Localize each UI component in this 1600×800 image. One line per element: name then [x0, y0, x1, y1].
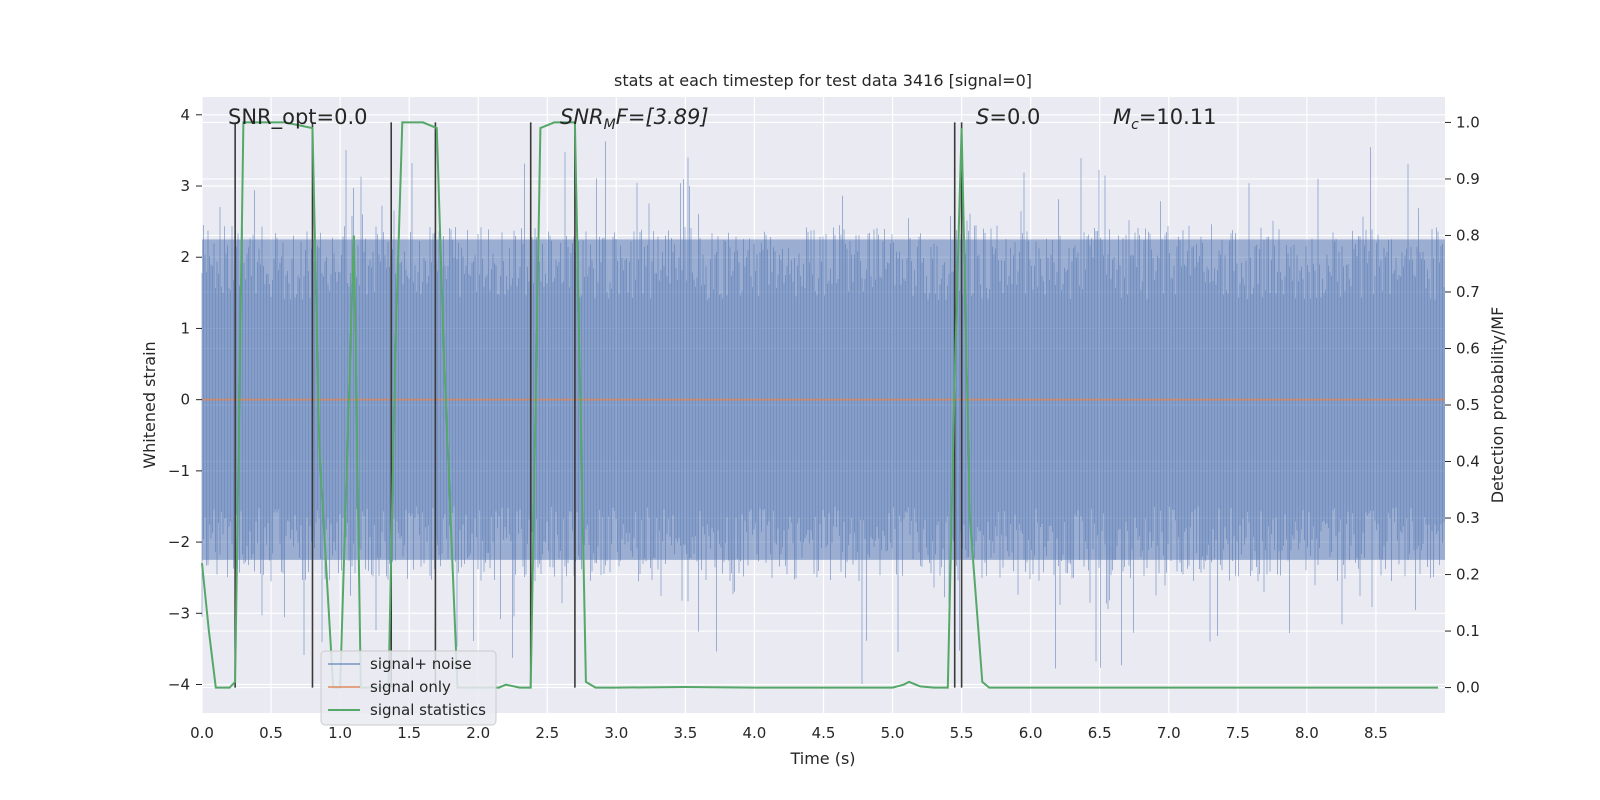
- x-tick-label: 7.0: [1157, 724, 1181, 742]
- y-tick-label-left: 2: [180, 248, 190, 266]
- y-tick-label-left: 4: [180, 106, 190, 124]
- y-tick-label-left: 3: [180, 177, 190, 195]
- x-tick-label: 8.5: [1364, 724, 1388, 742]
- legend-label-signal-only: signal only: [370, 678, 451, 696]
- x-tick-label: 8.0: [1295, 724, 1319, 742]
- x-axis-label: Time (s): [789, 749, 855, 768]
- y-tick-label-right: 0.7: [1456, 283, 1480, 301]
- x-tick-label: 5.5: [950, 724, 974, 742]
- signal-statistics-line: [201, 121, 1439, 689]
- y-tick-label-right: 0.2: [1456, 566, 1480, 584]
- y-tick-label-left: −4: [168, 676, 190, 694]
- y-tick-label-left: −2: [168, 533, 190, 551]
- legend: signal+ noise signal only signal statist…: [320, 650, 497, 726]
- x-ticks: 0.0 0.5 1.0 1.5 2.0 2.5 3.0 3.5 4.0 4.5 5.0 5.5 6.0 6…: [190, 724, 1388, 742]
- legend-label-noise: signal+ noise: [370, 655, 472, 673]
- y-tick-label-right: 0.0: [1456, 679, 1480, 697]
- y-tick-label-left: −3: [168, 604, 190, 622]
- y-axis-label-right: Detection probability/MF: [1488, 307, 1507, 504]
- y-axis-label-left: Whitened strain: [140, 341, 159, 468]
- x-tick-label: 4.0: [743, 724, 767, 742]
- y-tick-label-right: 0.4: [1456, 453, 1480, 471]
- noise-spikes: [201, 141, 1445, 684]
- annotation-snr-mf: SNRMF=[3.89]: [560, 105, 709, 133]
- annotation-snr-opt: SNR_opt=0.0: [228, 105, 368, 130]
- x-tick-label: 3.5: [673, 724, 697, 742]
- x-tick-label: 0.5: [259, 724, 283, 742]
- y-ticks-left: 4 3 2 1 0 −1 −2 −3 −4: [168, 106, 202, 694]
- chart-title: stats at each timestep for test data 341…: [614, 71, 1032, 90]
- y-tick-label-right: 0.3: [1456, 509, 1480, 527]
- legend-label-statistics: signal statistics: [370, 701, 486, 719]
- y-ticks-right: 1.0 0.9 0.8 0.7 0.6 0.5 0.4 0.3 0.2 0.1 0.0: [1445, 113, 1480, 697]
- y-tick-label-right: 0.8: [1456, 226, 1480, 244]
- x-tick-label: 5.0: [881, 724, 905, 742]
- x-tick-label: 2.0: [466, 724, 490, 742]
- y-tick-label-left: −1: [168, 462, 190, 480]
- annotation-mc: Mc=10.11: [1113, 105, 1217, 133]
- y-tick-label-right: 0.6: [1456, 339, 1480, 357]
- y-tick-label-right: 0.9: [1456, 170, 1480, 188]
- x-tick-label: 4.5: [812, 724, 836, 742]
- x-tick-label: 1.0: [328, 724, 352, 742]
- legend-box: [320, 650, 497, 726]
- detection-markers: [234, 122, 963, 688]
- y-tick-label-right: 0.1: [1456, 622, 1480, 640]
- x-tick-label: 2.5: [535, 724, 559, 742]
- annotation-s: S=0.0: [976, 105, 1040, 129]
- y-tick-label-right: 0.5: [1456, 396, 1480, 414]
- y-tick-label-left: 1: [180, 319, 190, 337]
- x-tick-label: 7.5: [1226, 724, 1250, 742]
- signal-statistics-series: [201, 121, 1439, 689]
- x-tick-label: 6.0: [1019, 724, 1043, 742]
- y-tick-label-left: 0: [180, 391, 190, 409]
- x-tick-label: 6.5: [1088, 724, 1112, 742]
- y-tick-label-right: 1.0: [1456, 113, 1480, 131]
- x-tick-label: 0.0: [190, 724, 214, 742]
- x-tick-label: 1.5: [397, 724, 421, 742]
- x-tick-label: 3.0: [604, 724, 628, 742]
